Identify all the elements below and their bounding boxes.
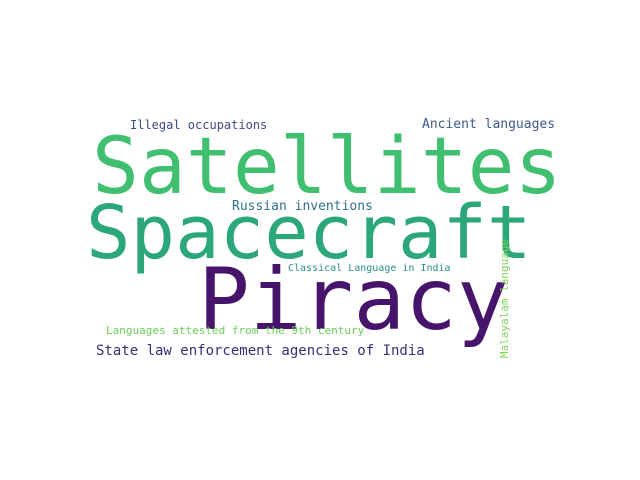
word-piracy: Piracy xyxy=(198,250,509,350)
word-illegal-occupations: Illegal occupations xyxy=(130,118,268,132)
word-languages-attested-9th-century: Languages attested from the 9th century xyxy=(106,324,365,337)
word-malayalam-language: Malayalam language xyxy=(498,238,512,359)
word-russian-inventions: Russian inventions xyxy=(232,199,373,214)
word-spacecraft: Spacecraft xyxy=(86,190,532,276)
word-satellites: Satellites xyxy=(92,122,562,212)
word-classical-language-in-india: Classical Language in India xyxy=(288,263,451,274)
word-state-law-enforcement-agencies: State law enforcement agencies of India xyxy=(96,343,425,359)
word-ancient-languages: Ancient languages xyxy=(422,117,556,132)
